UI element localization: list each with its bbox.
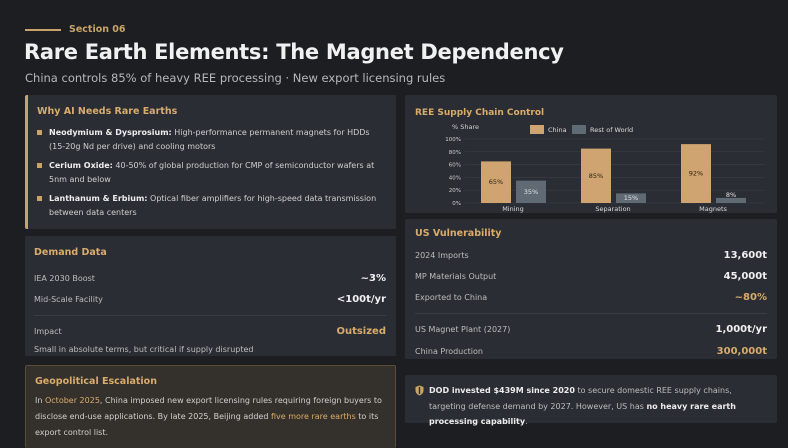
bar-value-label: 15% bbox=[624, 194, 638, 202]
geopolitical-card: Geopolitical Escalation In October 2025,… bbox=[25, 365, 396, 448]
dod-text-part: . bbox=[525, 417, 528, 426]
y-tick-label: 60% bbox=[449, 163, 461, 169]
bar bbox=[481, 161, 511, 203]
x-tick-label: Magnets bbox=[699, 205, 727, 213]
bar bbox=[616, 193, 646, 203]
dod-note-card: DOD invested $439M since 2020 to secure … bbox=[405, 375, 777, 426]
demand-row: Impact Outsized bbox=[34, 320, 386, 342]
legend-label: Rest of World bbox=[590, 126, 633, 134]
dod-bold: no heavy rare earth processing capabilit… bbox=[429, 401, 736, 427]
supply-chain-chart: REE Supply Chain Control % Share China Rest… bbox=[415, 108, 765, 213]
row-value: ~3% bbox=[360, 273, 386, 284]
divider bbox=[34, 315, 386, 316]
y-tick-label: 40% bbox=[449, 175, 461, 181]
demand-row: IEA 2030 Boost ~3% bbox=[34, 268, 386, 289]
list-item: Cerium Oxide: 40-50% of global productio… bbox=[37, 159, 386, 186]
page-title: Rare Earth Elements: The Magnet Dependen… bbox=[24, 40, 564, 64]
item-desc: High-performance permanent magnets for H… bbox=[49, 128, 370, 151]
demand-note: Small in absolute terms, but critical if… bbox=[34, 345, 254, 354]
us-row: MP Materials Output 45,000t bbox=[415, 266, 767, 287]
section-label: Section 06 bbox=[69, 24, 126, 35]
y-tick-label: 0% bbox=[452, 201, 461, 207]
shield-icon bbox=[415, 385, 424, 396]
bullet-square-icon bbox=[37, 130, 42, 135]
divider bbox=[415, 313, 767, 314]
dod-text-part: to secure domestic REE supply chains, ta… bbox=[429, 386, 732, 411]
geo-text-part: , China imposed new export licensing rul… bbox=[35, 396, 382, 421]
row-label: US Magnet Plant (2027) bbox=[415, 324, 511, 334]
bar bbox=[516, 180, 546, 203]
row-value: 45,000t bbox=[723, 271, 767, 282]
bar-value-label: 85% bbox=[589, 172, 603, 180]
why-ai-card: Why AI Needs Rare Earths Neodymium & Dys… bbox=[25, 95, 396, 229]
bar bbox=[581, 148, 611, 203]
row-value: ~80% bbox=[734, 292, 767, 303]
row-label: China Production bbox=[415, 346, 483, 356]
row-label: IEA 2030 Boost bbox=[34, 274, 95, 283]
geo-heading: Geopolitical Escalation bbox=[35, 376, 157, 387]
row-value: 300,000t bbox=[716, 345, 767, 357]
chart-title: REE Supply Chain Control bbox=[415, 108, 544, 118]
item-term: Lanthanum & Erbium: bbox=[49, 194, 148, 203]
bar bbox=[716, 197, 746, 203]
row-label: 2024 Imports bbox=[415, 251, 469, 260]
row-value: 1,000t/yr bbox=[715, 323, 767, 335]
item-term: Neodymium & Dysprosium: bbox=[49, 128, 172, 137]
legend-swatch bbox=[530, 125, 544, 134]
row-label: Exported to China bbox=[415, 293, 488, 302]
x-tick-label: Mining bbox=[502, 205, 524, 213]
x-tick-label: Separation bbox=[595, 205, 630, 213]
supply-chain-chart-card: REE Supply Chain Control % Share China Rest… bbox=[405, 95, 777, 213]
item-desc: 40-50% of global production for CMP of s… bbox=[49, 161, 375, 184]
us-row: US Magnet Plant (2027) 1,000t/yr bbox=[415, 318, 767, 340]
geo-text-part: In bbox=[35, 396, 45, 405]
demand-data-card: Demand Data IEA 2030 Boost ~3% Mid-Scale… bbox=[25, 236, 396, 356]
section-tag: Section 06 bbox=[25, 24, 126, 35]
bullet-square-icon bbox=[37, 163, 42, 168]
us-row: Exported to China ~80% bbox=[415, 287, 767, 308]
bar-value-label: 35% bbox=[524, 188, 538, 196]
row-value: 13,600t bbox=[723, 250, 767, 261]
row-label: MP Materials Output bbox=[415, 272, 497, 281]
demand-heading: Demand Data bbox=[34, 247, 107, 258]
y-tick-label: 20% bbox=[449, 188, 461, 194]
row-label: Impact bbox=[34, 326, 62, 336]
bar bbox=[681, 144, 711, 203]
legend-swatch bbox=[572, 125, 586, 134]
geo-text: In October 2025, China imposed new expor… bbox=[35, 393, 385, 441]
dod-text: DOD invested $439M since 2020 to secure … bbox=[429, 383, 767, 426]
dod-bold: DOD invested $439M since 2020 bbox=[429, 386, 575, 395]
us-heading: US Vulnerability bbox=[415, 228, 502, 239]
us-row: 2024 Imports 13,600t bbox=[415, 245, 767, 266]
geo-text-part: to its export control list. bbox=[35, 412, 379, 437]
list-item: Neodymium & Dysprosium: High-performance… bbox=[37, 126, 386, 153]
legend-label: China bbox=[548, 126, 567, 134]
y-tick-label: 80% bbox=[449, 150, 461, 156]
us-row: China Production 300,000t bbox=[415, 340, 767, 362]
y-tick-label: 100% bbox=[445, 137, 461, 143]
bar-value-label: 92% bbox=[689, 170, 703, 178]
geo-highlight-date: October 2025 bbox=[44, 396, 100, 405]
row-label: Mid-Scale Facility bbox=[34, 295, 103, 304]
row-value: Outsized bbox=[336, 325, 386, 337]
us-vulnerability-card: US Vulnerability 2024 Imports 13,600t MP… bbox=[405, 219, 777, 359]
chart-ylabel: % Share bbox=[452, 123, 479, 131]
geo-highlight-count: five more rare earths bbox=[270, 412, 356, 421]
row-value: <100t/yr bbox=[336, 294, 386, 305]
item-term: Cerium Oxide: bbox=[49, 161, 113, 170]
demand-row: Mid-Scale Facility <100t/yr bbox=[34, 289, 386, 310]
bullet-square-icon bbox=[37, 196, 42, 201]
why-ai-heading: Why AI Needs Rare Earths bbox=[37, 106, 178, 117]
page-subtitle: China controls 85% of heavy REE processi… bbox=[25, 71, 446, 85]
bar-value-label: 65% bbox=[489, 178, 503, 186]
item-desc: Optical fiber amplifiers for high-speed … bbox=[49, 194, 377, 217]
bar-value-label: 8% bbox=[726, 191, 736, 199]
list-item: Lanthanum & Erbium: Optical fiber amplif… bbox=[37, 192, 386, 219]
section-line bbox=[25, 28, 61, 31]
